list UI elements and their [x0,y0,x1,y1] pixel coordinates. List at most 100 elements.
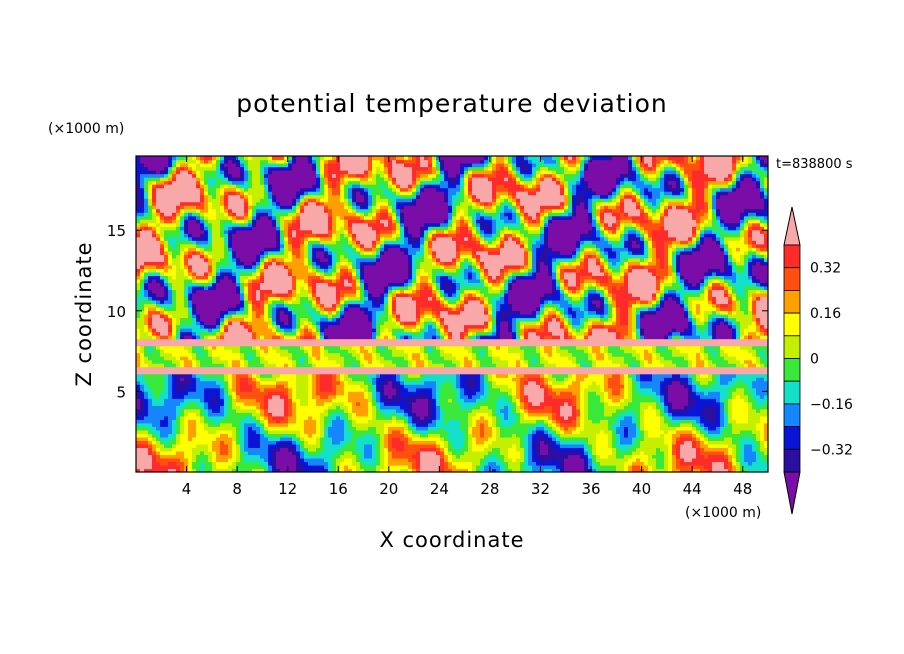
field-cell [460,268,465,273]
field-cell [252,387,261,392]
field-cell [248,429,257,434]
field-cell [252,296,257,301]
field-cell [664,335,669,340]
field-cell [744,447,753,452]
field-cell [692,306,697,312]
field-cell [636,380,641,385]
field-cell [260,285,293,291]
field-cell [252,299,261,305]
field-cell [248,377,253,382]
field-cell [420,331,425,336]
field-cell [668,275,673,280]
field-cell [364,285,369,291]
field-cell [632,443,641,449]
field-cell [340,440,349,445]
field-cell [688,303,693,308]
field-cell [524,335,529,340]
field-cell [344,359,361,364]
field-cell [456,285,461,291]
field-cell [356,264,361,269]
field-cell [164,306,177,312]
field-cell [172,317,177,322]
field-cell [720,306,733,312]
field-cell [144,377,165,382]
field-cell [256,254,261,259]
field-cell [548,419,553,424]
field-cell [136,429,149,434]
field-cell [704,433,709,438]
field-cell [748,419,761,424]
field-cell [688,359,693,364]
field-cell [748,264,753,269]
field-cell [576,264,585,269]
field-cell [656,282,661,287]
field-cell [560,317,565,322]
field-cell [468,415,473,420]
field-cell [280,324,293,329]
field-cell [764,261,768,266]
field-cell [592,454,597,459]
field-cell [376,257,381,262]
field-cell [292,450,297,456]
field-cell [308,401,317,406]
field-cell [376,321,385,326]
field-cell [384,285,389,291]
field-cell [240,457,245,463]
field-cell [556,349,569,354]
field-cell [392,303,397,308]
field-cell [508,268,521,273]
field-cell [500,275,505,280]
field-cell [680,436,693,441]
field-cell [620,419,633,424]
field-cell [200,464,205,470]
field-cell [576,278,581,283]
field-cell [424,356,429,361]
field-cell [564,457,585,463]
field-cell [532,356,537,361]
field-cell [336,261,341,266]
field-cell [404,384,437,389]
field-cell [724,426,733,431]
field-cell [384,328,389,333]
field-cell [392,412,397,417]
field-cell [256,335,261,340]
field-cell [764,282,768,287]
field-cell [180,419,185,424]
field-cell [708,440,733,445]
field-cell [236,394,241,399]
field-cell [168,440,177,445]
field-cell [408,436,413,441]
field-cell [524,468,533,472]
field-cell [688,408,701,413]
field-cell [296,457,301,463]
field-cell [724,292,729,298]
field-cell [572,314,577,319]
field-cell [188,303,193,308]
field-cell [568,310,577,315]
field-cell [456,278,469,283]
field-cell [248,321,269,326]
field-cell [224,331,253,336]
field-cell [324,275,337,280]
field-cell [236,373,249,378]
field-cell [584,464,589,470]
field-cell [724,356,737,361]
field-cell [264,426,269,431]
field-cell [248,278,253,283]
field-cell [476,268,481,273]
field-cell [676,268,681,273]
field-cell [572,261,581,266]
field-cell [620,447,629,452]
field-cell [612,268,621,273]
field-cell [740,443,745,449]
field-cell [272,461,277,466]
field-cell [748,289,757,294]
field-cell [392,352,409,357]
field-cell [316,422,321,427]
field-cell [412,436,441,441]
field-cell [756,422,765,427]
field-cell [516,391,521,396]
field-cell [136,412,141,417]
field-cell [456,464,473,470]
field-cell [548,314,553,319]
